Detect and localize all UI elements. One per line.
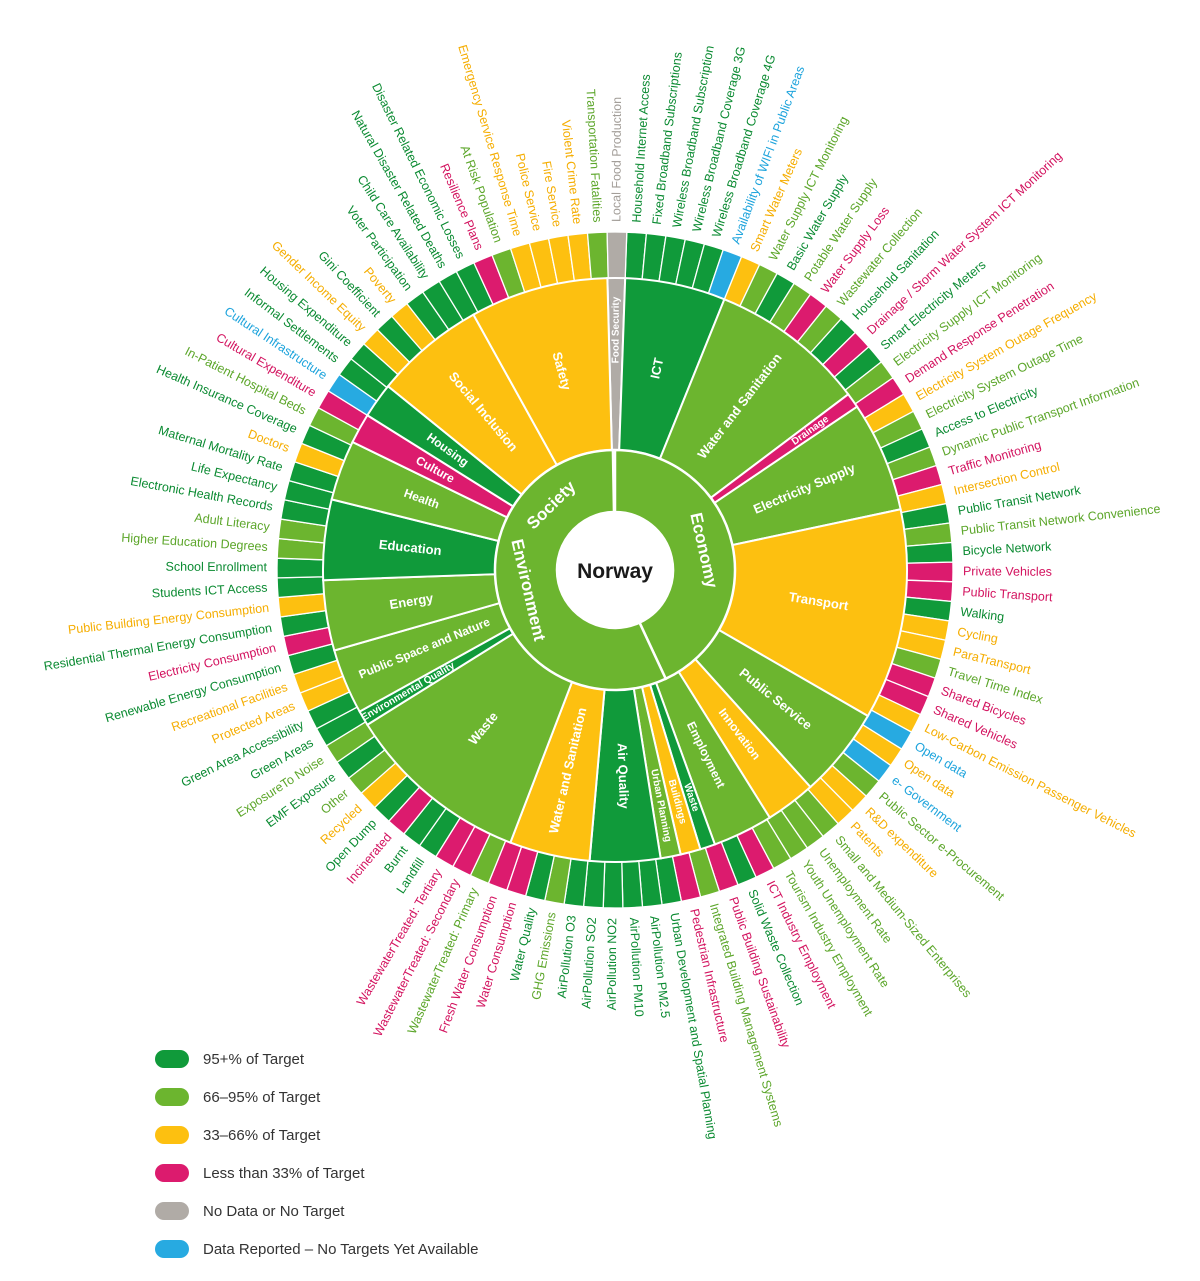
indicator-label: Public Transport bbox=[962, 585, 1054, 605]
indicator-label: Fire Service bbox=[539, 160, 564, 228]
indicator-label: AirPollution PM2.5 bbox=[647, 915, 672, 1019]
category-label: Energy bbox=[388, 590, 435, 612]
indicator-label: AirPollution PM10 bbox=[627, 917, 646, 1017]
indicator-label: AirPollution NO2 bbox=[605, 918, 620, 1011]
center-circle bbox=[557, 512, 673, 628]
indicator-label: Private Vehicles bbox=[963, 564, 1052, 579]
legend-label: 66–95% of Target bbox=[203, 1088, 321, 1106]
legend-item: Less than 33% of Target bbox=[155, 1154, 478, 1192]
category-label: ICT bbox=[647, 356, 666, 380]
indicator-segment bbox=[906, 561, 954, 583]
indicator-label: Urban Development and Spatial Planning bbox=[667, 912, 719, 1140]
indicator-label: AirPollution O3 bbox=[555, 914, 579, 999]
legend-item: 66–95% of Target bbox=[155, 1078, 478, 1116]
indicator-label: AirPollution SO2 bbox=[579, 917, 599, 1009]
indicator-label: Bicycle Network bbox=[962, 539, 1052, 558]
indicator-segment bbox=[602, 861, 624, 909]
indicator-segment bbox=[606, 231, 628, 279]
indicator-label: Higher Education Degrees bbox=[121, 531, 268, 554]
indicator-segment bbox=[276, 576, 325, 599]
center-label: Norway bbox=[577, 560, 653, 583]
category-label: Air Quality bbox=[615, 743, 632, 810]
indicator-label: Students ICT Access bbox=[151, 581, 267, 601]
indicator-label: Walking bbox=[960, 605, 1005, 624]
legend-swatch bbox=[155, 1240, 189, 1258]
legend-swatch bbox=[155, 1050, 189, 1068]
indicator-label: Transportation Fatalities bbox=[584, 89, 605, 223]
legend-item: 33–66% of Target bbox=[155, 1116, 478, 1154]
category-ring bbox=[322, 277, 908, 863]
legend: 95+% of Target 66–95% of Target 33–66% o… bbox=[155, 1040, 478, 1268]
legend-label: 33–66% of Target bbox=[203, 1126, 321, 1144]
indicator-segment bbox=[621, 860, 644, 909]
legend-label: Less than 33% of Target bbox=[203, 1164, 365, 1182]
indicator-segment bbox=[276, 557, 324, 579]
legend-item: 95+% of Target bbox=[155, 1040, 478, 1078]
indicator-label: Adult Literacy bbox=[194, 511, 272, 534]
indicator-segment bbox=[586, 231, 609, 280]
indicator-label: Cycling bbox=[956, 625, 999, 646]
legend-swatch bbox=[155, 1202, 189, 1220]
legend-item: No Data or No Target bbox=[155, 1192, 478, 1230]
category-label: Food Security bbox=[611, 296, 622, 363]
category-label: Education bbox=[378, 537, 442, 558]
legend-label: No Data or No Target bbox=[203, 1202, 345, 1220]
indicator-label: Violent Crime Rate bbox=[559, 119, 584, 225]
indicator-ring bbox=[276, 231, 954, 909]
legend-swatch bbox=[155, 1088, 189, 1106]
legend-swatch bbox=[155, 1164, 189, 1182]
indicator-label: Household Internet Access bbox=[630, 74, 653, 223]
indicator-label: Local Food Production bbox=[609, 97, 624, 222]
indicator-segment bbox=[905, 541, 954, 564]
indicator-label: School Enrollment bbox=[166, 560, 268, 575]
legend-label: Data Reported – No Targets Yet Available bbox=[203, 1240, 479, 1258]
legend-item: Data Reported – No Targets Yet Available bbox=[155, 1230, 478, 1268]
legend-swatch bbox=[155, 1126, 189, 1144]
legend-label: 95+% of Target bbox=[203, 1050, 305, 1068]
